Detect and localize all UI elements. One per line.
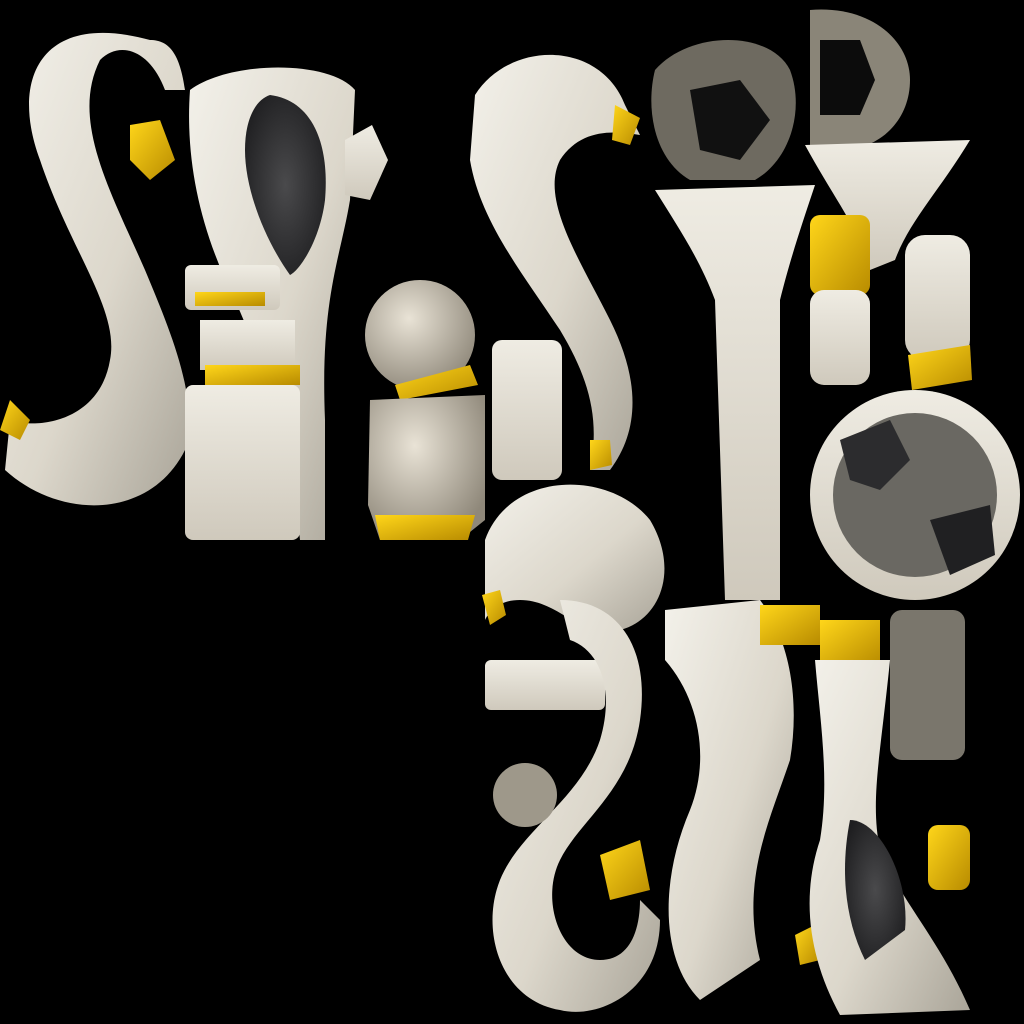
bulb-piece-left — [365, 280, 485, 540]
s-curve-handle-top-left — [0, 32, 190, 506]
spoon-blade-right — [809, 610, 970, 1015]
stem-piece-right — [655, 140, 972, 600]
round-disc-right — [810, 390, 1020, 600]
s-curve-handle-bottom — [492, 600, 660, 1012]
leaf-pad-middle — [482, 484, 665, 710]
ring-piece-top-right — [651, 9, 910, 180]
s-curve-handle-middle — [470, 54, 640, 480]
long-leaf-bottom — [665, 600, 820, 1000]
small-pieces-left — [185, 265, 300, 540]
